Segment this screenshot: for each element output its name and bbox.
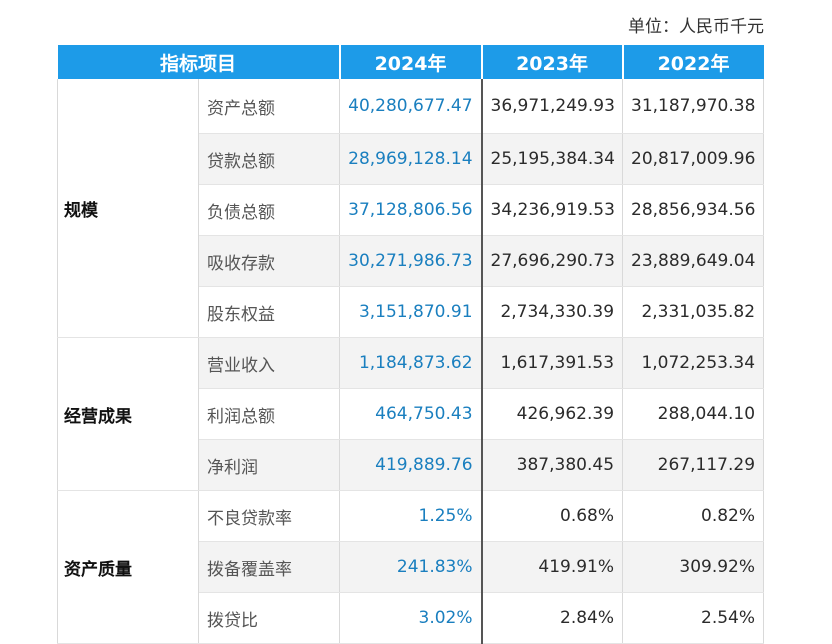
header-2024: 2024年: [339, 45, 483, 79]
value-2022: 2.54%: [622, 592, 765, 644]
value-2022: 309.92%: [622, 541, 765, 593]
value-2024: 40,280,677.47: [339, 79, 483, 134]
value-2022: 2,331,035.82: [622, 286, 765, 338]
row-item: 净利润: [198, 439, 341, 491]
table-row: 吸收存款 30,271,986.73 27,696,290.73 23,889,…: [58, 235, 765, 287]
row-item: 利润总额: [198, 388, 341, 440]
table-row: 贷款总额 28,969,128.14 25,195,384.34 20,817,…: [58, 133, 765, 185]
value-2023: 0.68%: [481, 490, 624, 542]
value-2023: 419.91%: [481, 541, 624, 593]
value-2022: 267,117.29: [622, 439, 765, 491]
table-row: 利润总额 464,750.43 426,962.39 288,044.10: [58, 388, 765, 440]
row-item: 吸收存款: [198, 235, 341, 287]
row-item: 负债总额: [198, 184, 341, 236]
value-2024: 464,750.43: [339, 388, 483, 440]
row-item: 资产总额: [198, 79, 341, 134]
value-2022: 0.82%: [622, 490, 765, 542]
value-2023: 34,236,919.53: [481, 184, 624, 236]
table-header-row: 指标项目 2024年 2023年 2022年: [57, 45, 764, 79]
header-2022: 2022年: [622, 45, 764, 79]
table-row: 拨贷比 3.02% 2.84% 2.54%: [58, 592, 765, 644]
value-2023: 36,971,249.93: [481, 79, 624, 134]
table-row: 拨备覆盖率 241.83% 419.91% 309.92%: [58, 541, 765, 593]
row-item: 营业收入: [198, 337, 341, 389]
table-row: 负债总额 37,128,806.56 34,236,919.53 28,856,…: [58, 184, 765, 236]
table-row: 净利润 419,889.76 387,380.45 267,117.29: [58, 439, 765, 491]
category-scale: 规模: [57, 79, 199, 338]
row-item: 股东权益: [198, 286, 341, 338]
value-2022: 31,187,970.38: [622, 79, 765, 134]
header-item: 指标项目: [57, 45, 341, 79]
value-2023: 27,696,290.73: [481, 235, 624, 287]
value-2024: 3,151,870.91: [339, 286, 483, 338]
value-2022: 23,889,649.04: [622, 235, 765, 287]
value-2024: 28,969,128.14: [339, 133, 483, 185]
value-2024: 419,889.76: [339, 439, 483, 491]
table-row: 规模 资产总额 40,280,677.47 36,971,249.93 31,1…: [57, 79, 765, 338]
value-2024: 30,271,986.73: [339, 235, 483, 287]
value-2024: 1,184,873.62: [339, 337, 483, 389]
value-2024: 1.25%: [339, 490, 483, 542]
value-2022: 288,044.10: [622, 388, 765, 440]
table-row: 股东权益 3,151,870.91 2,734,330.39 2,331,035…: [58, 286, 765, 338]
value-2024: 3.02%: [339, 592, 483, 644]
category-asset-quality: 资产质量: [57, 490, 199, 644]
category-operating-results: 经营成果: [57, 337, 199, 491]
value-2022: 1,072,253.34: [622, 337, 765, 389]
value-2022: 20,817,009.96: [622, 133, 765, 185]
table-row: 经营成果 营业收入 1,184,873.62 1,617,391.53 1,07…: [57, 337, 765, 491]
table-row: 资产质量 不良贷款率 1.25% 0.68% 0.82%: [57, 490, 765, 644]
row-item: 拨备覆盖率: [198, 541, 341, 593]
row-item: 不良贷款率: [198, 490, 341, 542]
row-item: 拨贷比: [198, 592, 341, 644]
value-2023: 2,734,330.39: [481, 286, 624, 338]
value-2023: 426,962.39: [481, 388, 624, 440]
value-2023: 1,617,391.53: [481, 337, 624, 389]
header-2023: 2023年: [481, 45, 624, 79]
value-2023: 387,380.45: [481, 439, 624, 491]
financial-indicators-table: 指标项目 2024年 2023年 2022年 规模 资产总额 40,280,67…: [57, 45, 765, 644]
value-2022: 28,856,934.56: [622, 184, 765, 236]
row-item: 贷款总额: [198, 133, 341, 185]
unit-label: 单位：人民币千元: [628, 17, 764, 37]
value-2023: 2.84%: [481, 592, 624, 644]
value-2024: 241.83%: [339, 541, 483, 593]
value-2023: 25,195,384.34: [481, 133, 624, 185]
value-2024: 37,128,806.56: [339, 184, 483, 236]
